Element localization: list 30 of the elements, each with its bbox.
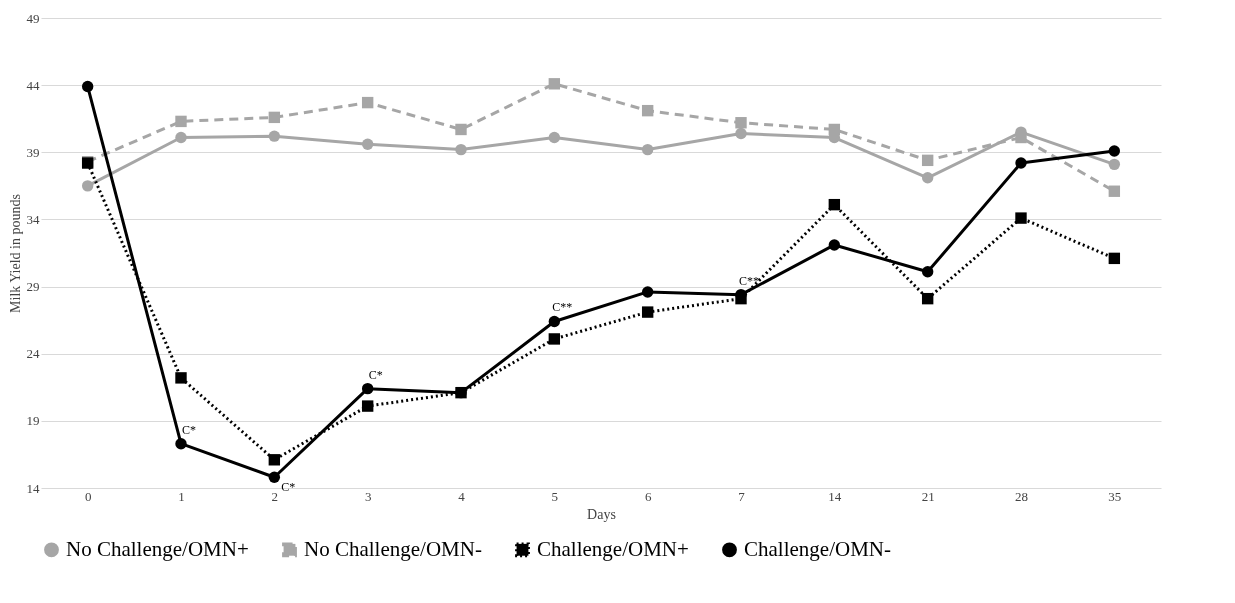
annotation: C* bbox=[368, 367, 383, 382]
y-tick-label: 44 bbox=[26, 77, 40, 93]
x-tick-label: 5 bbox=[551, 488, 559, 504]
y-tick-label: 19 bbox=[26, 413, 40, 429]
x-tick-label: 21 bbox=[921, 488, 935, 504]
legend-label: No Challenge/OMN- bbox=[304, 536, 482, 561]
x-tick-label: 14 bbox=[828, 488, 842, 504]
legend-label: Challenge/OMN- bbox=[744, 536, 891, 561]
annotation: C** bbox=[552, 300, 573, 315]
x-tick-label: 1 bbox=[178, 488, 185, 504]
y-tick-label: 24 bbox=[26, 346, 40, 362]
y-tick-label: 29 bbox=[26, 279, 40, 295]
x-axis-title: Days bbox=[587, 506, 616, 522]
annotation: C* bbox=[181, 422, 197, 437]
y-tick-label: 34 bbox=[26, 211, 40, 227]
y-tick-label: 49 bbox=[26, 10, 40, 26]
annotation: C* bbox=[281, 480, 296, 495]
x-tick-label: 28 bbox=[1015, 488, 1028, 504]
y-tick-label: 39 bbox=[26, 144, 40, 160]
x-tick-label: 6 bbox=[644, 488, 652, 504]
annotation: C** bbox=[738, 273, 760, 288]
x-tick-label: 3 bbox=[364, 488, 372, 504]
x-tick-label: 4 bbox=[458, 488, 466, 504]
legend-label: Challenge/OMN+ bbox=[537, 536, 689, 561]
x-tick-label: 35 bbox=[1108, 488, 1122, 504]
x-tick-label: 7 bbox=[738, 488, 746, 504]
y-axis-title: Milk Yield in pounds bbox=[7, 194, 23, 313]
x-tick-label: 0 bbox=[84, 488, 92, 504]
x-tick-label: 2 bbox=[271, 488, 279, 504]
legend-label: No Challenge/OMN+ bbox=[66, 536, 249, 561]
